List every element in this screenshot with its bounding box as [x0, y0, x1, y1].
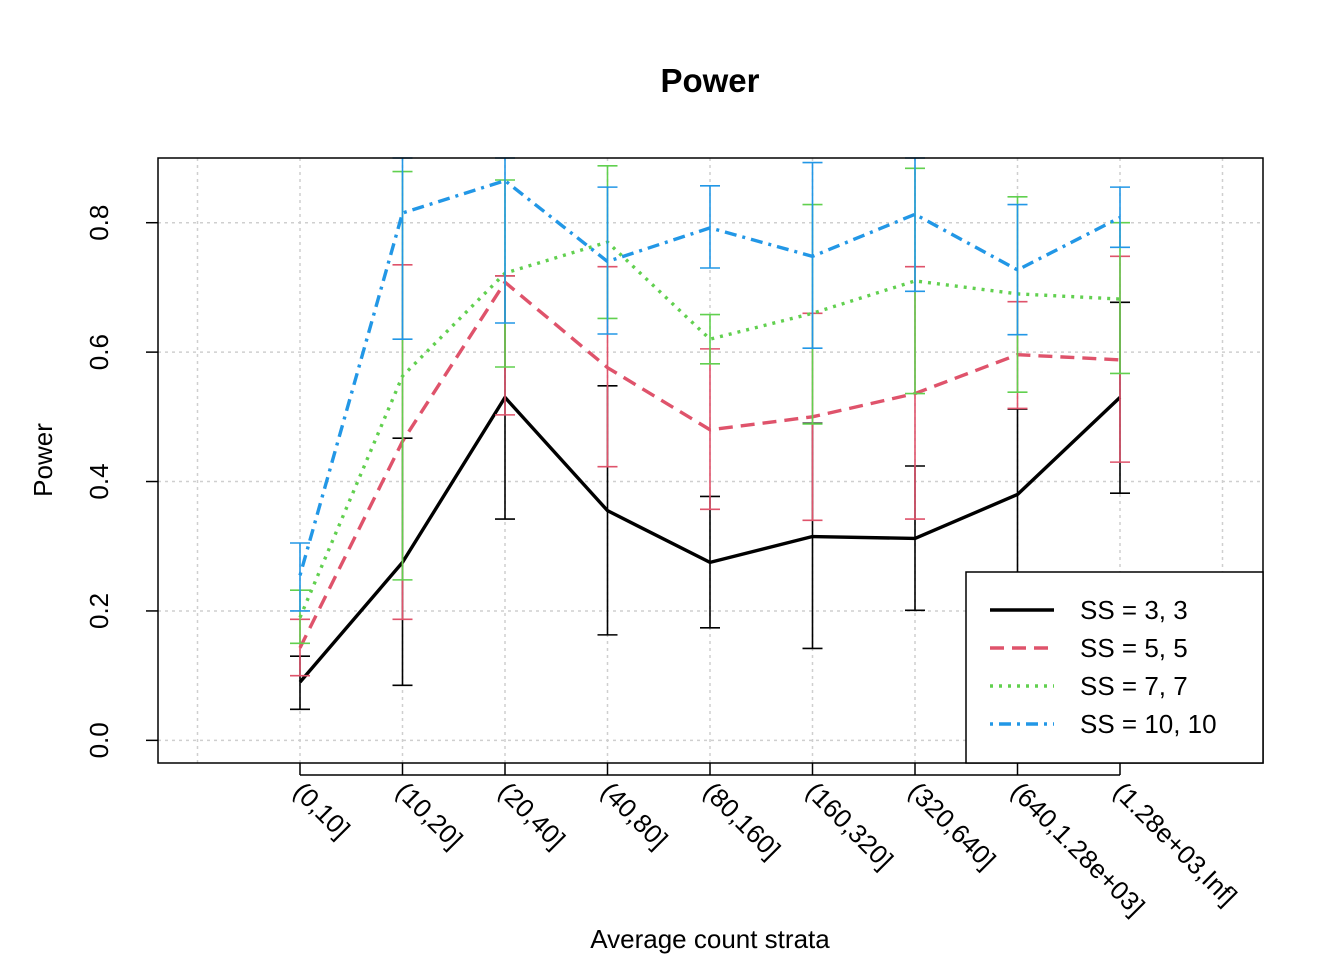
- y-axis-label: Power: [28, 423, 58, 497]
- x-tick-label: (10,20]: [390, 776, 468, 854]
- series-layer: [290, 157, 1130, 711]
- x-tick-label: (20,40]: [493, 776, 571, 854]
- error-bar: [1110, 186, 1130, 249]
- y-tick-label: 0.6: [84, 334, 114, 370]
- legend-label: SS = 3, 3: [1080, 595, 1188, 625]
- series-line: [298, 395, 1122, 684]
- series-line: [298, 240, 1121, 619]
- legend-label: SS = 5, 5: [1080, 633, 1188, 663]
- y-tick-label: 0.0: [84, 722, 114, 758]
- y-tick-label: 0.4: [84, 463, 114, 499]
- error-bar: [1007, 203, 1028, 336]
- axes: 0.0 0.2 0.4 0.6 0.8 (0,10] (10,20] (20,40] (40,8…: [84, 157, 1264, 921]
- error-bar: [290, 542, 310, 612]
- series-line: [298, 280, 1121, 649]
- legend-box: [965, 571, 1264, 764]
- error-bar: [905, 157, 925, 293]
- x-axis-label: Average count strata: [590, 924, 830, 954]
- y-tick-label: 0.2: [84, 593, 114, 629]
- y-tick-label: 0.8: [84, 205, 114, 241]
- chart-title: Power: [660, 62, 759, 99]
- x-tick-label: (80,160]: [698, 776, 787, 865]
- error-bar: [700, 313, 720, 365]
- legend: SS = 3, 3 SS = 5, 5 SS = 7, 7 SS = 10, 10: [965, 571, 1264, 764]
- x-tick-label: (0,10]: [288, 776, 356, 844]
- x-tick-label: (320,640]: [903, 776, 1002, 875]
- legend-label: SS = 7, 7: [1080, 671, 1188, 701]
- x-tick-label: (40,80]: [595, 776, 673, 854]
- error-bar: [392, 157, 413, 340]
- series-line: [298, 178, 1121, 576]
- legend-label: SS = 10, 10: [1080, 709, 1217, 739]
- x-tick-label: (160,320]: [800, 776, 899, 875]
- series-group: [290, 157, 1130, 612]
